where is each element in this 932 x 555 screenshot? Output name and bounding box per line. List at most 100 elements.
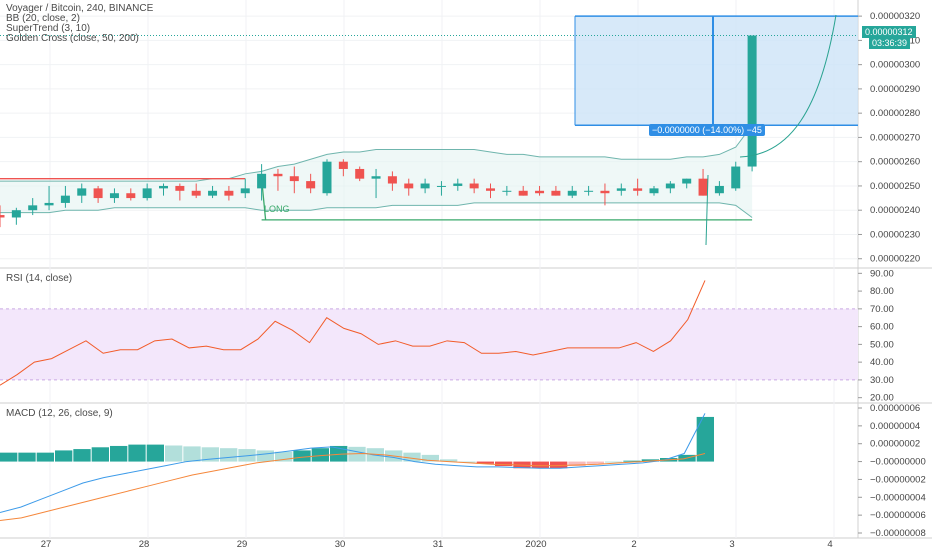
time-tick-label: 2020 [525,539,546,550]
candle-body [567,190,577,196]
macd-histogram-bar [146,444,164,462]
candle-body [420,183,430,189]
macd-histogram-bar [495,461,513,467]
candle-body [175,185,185,191]
candle-body [142,188,152,199]
price-tick-label: 0.00000290 [870,84,920,95]
candle-body [159,185,168,189]
projection-line [705,174,709,246]
candle-body [273,173,283,177]
macd-tick-label: −0.00000008 [870,528,926,539]
macd-tick-label: −0.00000004 [870,492,926,503]
macd-histogram-bar [476,461,494,464]
candle-body [682,178,692,184]
macd-histogram-bar [18,452,36,462]
candle-body [109,193,119,199]
time-tick-label: 31 [433,539,444,550]
bb-lower-line [0,202,753,218]
macd-histogram-bar [128,444,146,462]
last-price-tag: 0.00000312 [862,26,916,38]
macd-tick-label: −0.00000002 [870,474,926,485]
candle-body [616,188,626,191]
rsi-tick-label: 50.00 [870,339,894,350]
macd-histogram-bar [458,461,476,463]
price-tick-label: 0.00000220 [870,254,920,265]
price-tick-label: 0.00000270 [870,132,920,143]
price-tick-label: 0.00000230 [870,229,920,240]
time-tick-label: 2 [631,539,636,550]
macd-histogram-bar [293,450,311,462]
legend-symbol: Voyager / Bitcoin, 240, BINANCE [6,3,154,14]
measure-label: −0.0000000 (−14.00%) −45 [649,124,765,136]
candle-body [93,188,103,199]
macd-histogram-bar [568,461,586,467]
candle-body [28,205,38,211]
macd-tick-label: −0.00000000 [870,457,926,468]
candle-body [240,188,250,194]
macd-histogram-bar [623,460,641,462]
macd-histogram-bar [586,461,604,464]
price-tick-label: 0.00000320 [870,11,920,22]
candle-body [714,185,724,194]
macd-tick-label: 0.00000004 [870,421,920,432]
price-tick-label: 0.00000240 [870,205,920,216]
macd-histogram-bar [73,449,91,462]
candle-body [257,173,267,189]
candle-body [0,215,5,218]
candle-body [126,193,136,199]
time-tick-label: 30 [335,539,346,550]
rsi-band [0,308,858,380]
macd-histogram-bar [110,445,128,462]
candle-body [633,188,643,191]
legend-golden-cross: Golden Cross (close, 50, 200) [6,33,139,44]
time-tick-label: 4 [827,539,832,550]
position-target-box [575,16,858,126]
macd-line [0,413,706,513]
macd-tick-label: 0.00000006 [870,403,920,414]
macd-histogram-bar [91,447,109,462]
candle-body [469,183,479,189]
price-tick-label: 0.00000300 [870,60,920,71]
candle-body [191,190,201,196]
candle-body [535,190,545,194]
rsi-tick-label: 30.00 [870,375,894,386]
macd-histogram-bar [330,445,348,462]
candle-body [502,190,512,192]
candle-body [208,190,218,196]
macd-histogram-bar [256,450,274,462]
candle-body [486,188,495,191]
macd-histogram-bar [440,459,458,462]
candle-body [436,185,446,187]
macd-tick-label: −0.00000006 [870,510,926,521]
time-tick-label: 29 [237,539,248,550]
candle-body [600,190,610,194]
rsi-tick-label: 60.00 [870,322,894,333]
macd-histogram-bar [531,461,549,469]
candle-body [77,188,87,196]
candle-body [60,195,70,203]
macd-histogram-bar [55,450,73,462]
macd-histogram-bar [696,416,714,462]
macd-histogram-bar [641,459,659,462]
candle-body [551,190,561,196]
rsi-tick-label: 90.00 [870,268,894,279]
macd-pane-label: MACD (12, 26, close, 9) [6,408,113,419]
candle-body [289,176,299,182]
macd-histogram-bar [183,446,201,462]
candle-body [665,183,675,189]
macd-histogram-bar [605,461,623,463]
legend-supertrend: SuperTrend (3, 10) [6,23,91,34]
projection-curve [739,14,837,158]
rsi-tick-label: 70.00 [870,304,894,315]
macd-histogram-bar [165,445,183,462]
bb-upper-line [0,124,753,182]
candle-body [698,178,708,196]
candle-body [387,176,397,184]
candle-body [371,176,381,179]
candle-body [453,183,463,186]
candle-body [224,190,234,196]
candle-body [44,202,54,206]
candle-body [649,188,659,194]
